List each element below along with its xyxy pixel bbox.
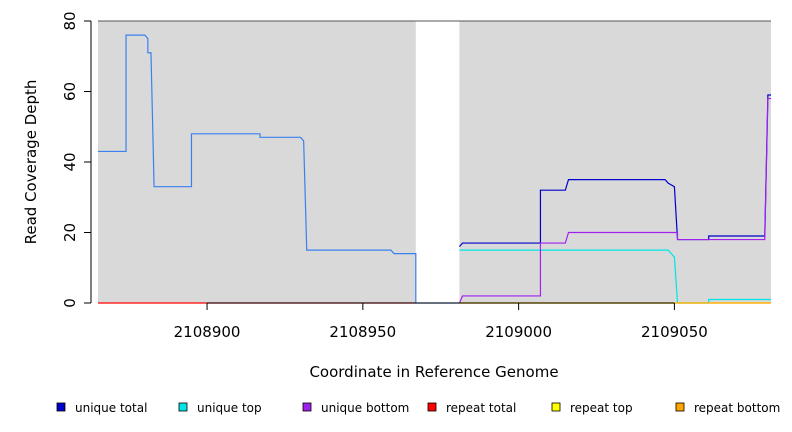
y-tick-label: 60 [61,82,79,101]
y-tick-label: 20 [61,223,79,242]
shaded-regions [98,21,771,303]
legend-label: unique bottom [321,401,409,415]
legend-label: unique top [197,401,262,415]
series-line-combined [98,34,460,304]
y-axis-title: Read Coverage Depth [22,80,40,245]
legend-item-repeat-bottom: repeat bottom [675,401,780,415]
legend-swatch [675,402,685,412]
legend: unique total unique top unique bottom repea… [56,401,780,415]
axes: 0 20 40 60 80 2108900 2108950 2109000 2109050 [61,11,771,341]
x-axis-title: Coordinate in Reference Genome [309,363,558,381]
legend-label: repeat top [570,401,633,415]
y-tick-label: 0 [61,298,79,308]
shaded-region-0 [98,21,416,303]
series-line-unique-top [459,249,771,304]
legend-label: repeat bottom [694,401,780,415]
y-tick-label: 40 [61,152,79,171]
legend-swatch [551,402,561,412]
legend-swatch [56,402,66,412]
legend-swatch [427,402,437,412]
legend-label: unique total [75,401,147,415]
series-line-unique-bottom [458,97,771,304]
legend-item-repeat-top: repeat top [551,401,633,415]
legend-item-unique-total: unique total [56,401,147,415]
legend-item-repeat-total: repeat total [427,401,516,415]
series-line-unique-total [458,94,771,247]
legend-item-unique-bottom: unique bottom [302,401,409,415]
legend-swatch [302,402,312,412]
legend-label: repeat total [446,401,516,415]
legend-swatch [178,402,188,412]
x-tick-label: 2108900 [174,323,241,341]
x-tick-label: 2108950 [329,323,396,341]
x-tick-label: 2109050 [641,323,708,341]
x-tick-label: 2109000 [485,323,552,341]
y-tick-label: 80 [61,11,79,30]
shaded-region-1 [459,21,771,303]
legend-item-unique-top: unique top [178,401,262,415]
